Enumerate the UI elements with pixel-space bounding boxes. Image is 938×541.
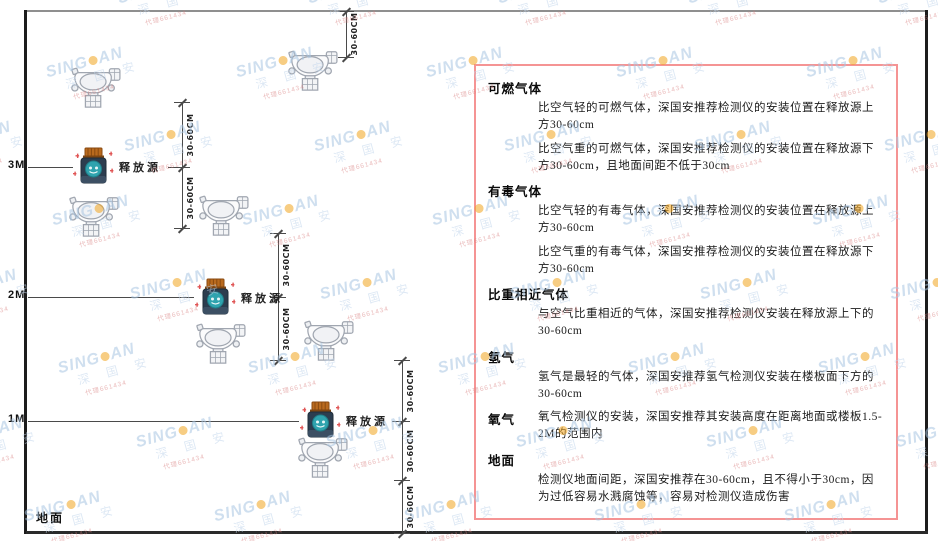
section-paragraph: 与空气比重相近的气体，深国安推荐检测仪安装在释放源上下的30-60cm	[538, 308, 874, 338]
section-heading: 有毒气体	[488, 185, 543, 199]
gas-detector	[299, 317, 357, 363]
release-source	[71, 147, 115, 187]
section-heading: 氧气	[488, 413, 516, 427]
release-source	[193, 278, 237, 318]
section-paragraph: 比空气重的有毒气体，深国安推荐检测仪的安装位置在释放源下方30-60cm	[538, 245, 874, 275]
height-label: 2M	[8, 289, 26, 301]
gas-detector-icon	[71, 67, 121, 108]
section-paragraph: 氢气是最轻的气体，深国安推荐氢气检测仪安装在楼板面下方的30-60cm	[538, 370, 874, 400]
right-wall-line	[925, 10, 928, 534]
height-label: 1M	[8, 413, 26, 425]
section-paragraph: 检测仪地面间距，深国安推荐在30-60cm，且不得小于30cm，因为过低容易水溅…	[538, 473, 874, 503]
section-paragraph: 氧气检测仪的安装，深国安推荐其安装高度在距离地面或楼板1.5-2M的范围内	[538, 411, 883, 441]
release-source-icon	[73, 147, 114, 184]
release-source-icon	[300, 401, 341, 438]
gas-detector	[191, 320, 249, 366]
release-source-label: 释放源	[241, 293, 283, 305]
level-line	[28, 167, 73, 168]
gas-detector-icon	[196, 323, 246, 364]
dimension-value: 30-60CM	[282, 243, 291, 287]
gas-detector	[66, 64, 124, 110]
gas-detector-icon	[69, 196, 119, 237]
release-source-label: 释放源	[346, 416, 388, 428]
dimension-line	[402, 360, 403, 533]
dimension-value: 30-60CM	[186, 113, 195, 156]
release-source	[298, 401, 342, 441]
section-paragraph: 比空气轻的有毒气体，深国安推荐检测仪的安装位置在释放源上方30-60cm	[538, 205, 874, 235]
gas-detector-icon	[288, 50, 338, 91]
level-line	[28, 421, 299, 422]
dimension-value: 30-60CM	[282, 307, 291, 350]
gas-detector-icon	[199, 195, 249, 236]
gas-detector-icon	[304, 320, 354, 361]
section-heading: 地面	[488, 453, 516, 468]
gas-detector-icon	[298, 437, 348, 478]
left-wall-line	[24, 10, 27, 534]
ground-label: 地面	[36, 511, 65, 525]
info-panel: 可燃气体比空气轻的可燃气体，深国安推荐检测仪的安装位置在释放源上方30-60cm…	[474, 64, 898, 520]
section-heading: 比重相近气体	[488, 288, 570, 302]
dimension-value: 30-60CM	[406, 429, 415, 472]
section-heading: 可燃气体	[488, 82, 543, 96]
section-heading: 氢气	[488, 350, 516, 365]
dimension-value: 30-60CM	[406, 369, 415, 412]
gas-detector	[194, 192, 252, 238]
info-panel-content: 可燃气体比空气轻的可燃气体，深国安推荐检测仪的安装位置在释放源上方30-60cm…	[486, 78, 884, 506]
ground-line	[26, 531, 928, 534]
panel-section: 氧气 氧气检测仪的安装，深国安推荐其安装高度在距离地面或楼板1.5-2M的范围内	[486, 409, 884, 444]
gas-detector	[293, 434, 351, 480]
section-paragraph: 比空气重的可燃气体，深国安推荐检测仪的安装位置在释放源下方30-60cm，且地面…	[538, 142, 874, 172]
section-paragraph: 比空气轻的可燃气体，深国安推荐检测仪的安装位置在释放源上方30-60cm	[538, 102, 874, 132]
dimension-value: 30-60CM	[350, 12, 359, 56]
gas-detector	[64, 193, 122, 239]
gas-detector	[283, 47, 341, 93]
level-line	[28, 297, 194, 298]
dimension-value: 30-60CM	[406, 485, 415, 528]
dimension-line	[346, 11, 347, 57]
release-source-icon	[195, 278, 236, 315]
ceiling-line	[26, 10, 927, 12]
release-source-label: 释放源	[119, 162, 161, 174]
height-label: 3M	[8, 159, 26, 171]
